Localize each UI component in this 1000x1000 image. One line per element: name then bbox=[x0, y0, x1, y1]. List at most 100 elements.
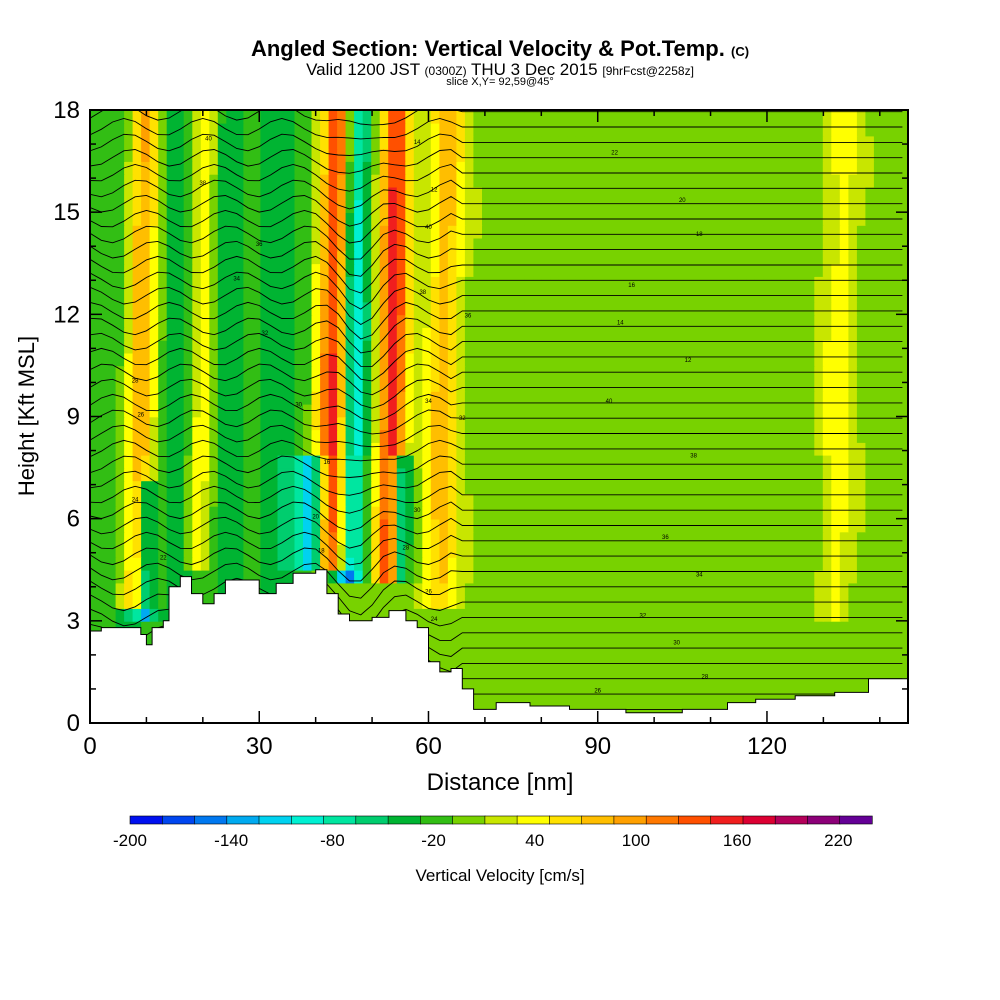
field-cell bbox=[533, 608, 543, 622]
field-cell bbox=[763, 378, 773, 392]
field-cell bbox=[107, 352, 117, 367]
theta-contour bbox=[90, 255, 903, 294]
field-cell bbox=[345, 595, 355, 609]
field-cell bbox=[882, 467, 892, 482]
field-cell bbox=[192, 557, 202, 571]
field-cell bbox=[797, 429, 807, 443]
field-cell bbox=[703, 110, 713, 124]
field-cell bbox=[294, 352, 304, 367]
field-cell bbox=[550, 646, 560, 660]
field-cell bbox=[686, 416, 696, 431]
field-cell bbox=[507, 429, 517, 443]
field-cell bbox=[601, 659, 611, 673]
field-cell bbox=[192, 135, 202, 150]
field-cell bbox=[899, 595, 908, 609]
field-cell bbox=[754, 659, 764, 673]
field-cell bbox=[430, 582, 441, 597]
field-cell bbox=[499, 659, 509, 673]
field-cell bbox=[243, 250, 253, 265]
field-cell bbox=[873, 646, 884, 660]
theta-label: 36 bbox=[256, 242, 263, 248]
field-cell bbox=[797, 339, 807, 354]
field-cell bbox=[899, 339, 908, 354]
field-cell bbox=[601, 148, 611, 162]
field-cell bbox=[609, 544, 620, 558]
field-cell bbox=[746, 263, 756, 277]
field-cell bbox=[669, 391, 679, 405]
field-cell bbox=[499, 352, 509, 367]
field-cell bbox=[209, 480, 219, 494]
field-cell bbox=[286, 531, 296, 545]
field-cell bbox=[575, 352, 585, 367]
field-cell bbox=[584, 378, 594, 392]
field-cell bbox=[286, 505, 296, 520]
theta-contour bbox=[90, 562, 903, 599]
field-cell bbox=[183, 135, 193, 150]
field-cell bbox=[686, 263, 696, 277]
field-cell bbox=[158, 403, 168, 418]
field-cell bbox=[98, 365, 108, 379]
field-cell bbox=[158, 327, 168, 341]
field-cell bbox=[839, 327, 850, 341]
field-cell bbox=[567, 557, 577, 571]
field-cell bbox=[217, 161, 228, 175]
field-cell bbox=[899, 467, 908, 482]
field-cell bbox=[337, 505, 347, 520]
field-cell bbox=[337, 161, 347, 175]
field-cell bbox=[226, 569, 236, 584]
field-cell bbox=[533, 454, 543, 469]
field-cell bbox=[524, 531, 534, 545]
field-cell bbox=[396, 173, 407, 188]
field-cell bbox=[200, 199, 211, 213]
field-cell bbox=[226, 237, 236, 252]
field-cell bbox=[371, 276, 381, 290]
field-cell bbox=[439, 339, 449, 354]
field-cell bbox=[362, 237, 372, 252]
field-cell bbox=[567, 237, 577, 252]
field-cell bbox=[567, 620, 577, 635]
field-cell bbox=[831, 276, 841, 290]
field-cell bbox=[447, 544, 458, 558]
field-cell bbox=[831, 122, 841, 137]
field-cell bbox=[695, 557, 705, 571]
field-cell bbox=[90, 403, 100, 418]
field-cell bbox=[192, 314, 202, 328]
field-cell bbox=[635, 148, 645, 162]
field-cell bbox=[754, 301, 764, 316]
field-cell bbox=[780, 237, 790, 252]
field-cell bbox=[388, 327, 398, 341]
field-cell bbox=[592, 224, 602, 239]
field-cell bbox=[805, 493, 816, 507]
field-cell bbox=[592, 186, 602, 201]
field-cell bbox=[660, 531, 671, 545]
field-cell bbox=[90, 263, 100, 277]
field-cell bbox=[754, 122, 764, 137]
field-cell bbox=[277, 327, 287, 341]
field-cell bbox=[618, 403, 628, 418]
field-cell bbox=[763, 416, 773, 431]
field-cell bbox=[541, 378, 551, 392]
field-cell bbox=[379, 237, 389, 252]
field-cell bbox=[516, 467, 526, 482]
field-cell bbox=[601, 620, 611, 635]
field-cell bbox=[780, 416, 790, 431]
field-cell bbox=[575, 173, 585, 188]
field-cell bbox=[891, 659, 901, 673]
field-cell bbox=[405, 263, 415, 277]
field-cell bbox=[379, 161, 389, 175]
field-cell bbox=[107, 173, 117, 188]
field-cell bbox=[677, 352, 688, 367]
field-cell bbox=[209, 569, 219, 584]
field-cell bbox=[277, 531, 287, 545]
field-cell bbox=[822, 531, 833, 545]
field-cell bbox=[482, 224, 492, 239]
field-cell bbox=[430, 263, 441, 277]
field-cell bbox=[737, 646, 747, 660]
field-cell bbox=[396, 569, 407, 584]
field-cell bbox=[822, 582, 833, 597]
field-cell bbox=[243, 339, 253, 354]
field-cell bbox=[822, 122, 833, 137]
field-cell bbox=[456, 327, 466, 341]
field-cell bbox=[533, 161, 543, 175]
field-cell bbox=[541, 505, 551, 520]
